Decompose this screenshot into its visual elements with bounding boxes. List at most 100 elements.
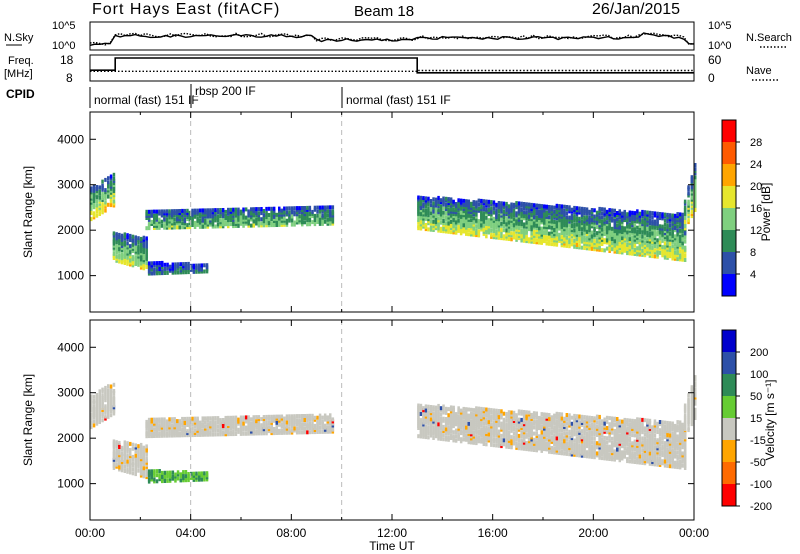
echo-cell	[530, 211, 533, 216]
echo-cell	[139, 247, 143, 252]
echo-cell	[610, 457, 614, 462]
echo-cell	[656, 222, 659, 226]
echo-cell	[150, 477, 153, 482]
echo-cell	[329, 205, 332, 210]
echo-cell	[678, 216, 682, 221]
echo-cell	[204, 212, 207, 217]
echo-cell	[244, 419, 248, 424]
echo-cell	[512, 219, 516, 224]
echo-cell	[641, 212, 644, 216]
echo-cell	[90, 421, 93, 425]
echo-cell	[150, 471, 153, 476]
echo-cell	[95, 195, 99, 200]
echo-cell	[502, 430, 506, 435]
echo-cell	[166, 262, 169, 267]
echo-cell	[224, 420, 227, 424]
echo-cell	[237, 427, 240, 432]
echo-cell	[444, 215, 448, 220]
echo-cell	[575, 436, 579, 441]
echo-cell	[449, 423, 453, 428]
echo-cell	[605, 419, 609, 424]
echo-cell	[439, 412, 443, 417]
echo-cell	[553, 425, 556, 430]
echo-cell	[115, 258, 118, 263]
echo-cell	[663, 222, 667, 227]
echo-cell	[444, 410, 448, 415]
echo-cell	[434, 426, 438, 431]
echo-cell	[570, 226, 574, 231]
echo-cell	[477, 435, 481, 440]
echo-cell	[137, 444, 140, 449]
echo-cell	[646, 239, 649, 244]
echo-cell	[158, 431, 161, 436]
echo-cell	[653, 221, 657, 226]
echo-cell	[444, 423, 448, 428]
echo-cell	[678, 228, 682, 233]
echo-cell	[209, 426, 212, 431]
echo-cell	[683, 229, 687, 234]
beam-label: Beam 18	[354, 3, 414, 20]
echo-cell	[183, 208, 187, 213]
echo-cell	[563, 208, 566, 213]
echo-cell	[109, 409, 113, 414]
echo-cell	[186, 223, 189, 228]
echo-cell	[507, 222, 511, 227]
echo-cell	[95, 187, 99, 192]
echo-cell	[442, 225, 445, 230]
echo-cell	[176, 472, 180, 477]
echo-cell	[595, 420, 599, 425]
echo-cell	[224, 424, 227, 429]
echo-cell	[482, 431, 486, 436]
echo-cell	[683, 216, 687, 220]
echo-cell	[234, 217, 238, 222]
echo-cell	[107, 392, 110, 397]
echo-cell	[308, 207, 312, 212]
echo-cell	[262, 429, 266, 434]
echo-cell	[321, 419, 324, 424]
echo-cell	[134, 453, 137, 458]
echo-cell	[439, 432, 443, 437]
echo-cell	[107, 388, 110, 393]
echo-cell	[257, 219, 261, 224]
echo-cell	[583, 215, 586, 220]
echo-cell	[580, 223, 584, 228]
echo-cell	[174, 476, 177, 481]
echo-cell	[520, 238, 523, 243]
echo-cell	[613, 435, 616, 440]
echo-cell	[520, 432, 523, 437]
echo-cell	[610, 226, 614, 231]
echo-cell	[550, 435, 554, 440]
echo-cell	[168, 472, 172, 477]
echo-cell	[139, 239, 143, 243]
echo-cell	[104, 190, 107, 195]
echo-cell	[472, 430, 475, 435]
echo-cell	[318, 209, 322, 214]
echo-cell	[522, 434, 526, 439]
echo-cell	[492, 408, 496, 413]
echo-cell	[573, 420, 576, 425]
echo-cell	[641, 209, 644, 214]
echo-cell	[583, 425, 586, 430]
echo-cell	[510, 412, 513, 417]
echo-cell	[522, 424, 526, 429]
echo-cell	[573, 230, 576, 235]
echo-cell	[522, 428, 526, 433]
echo-cell	[656, 217, 659, 222]
echo-cell	[482, 199, 486, 204]
echo-cell	[176, 476, 180, 481]
echo-cell	[616, 235, 619, 240]
echo-cell	[605, 230, 609, 235]
echo-cell	[419, 424, 423, 429]
echo-cell	[527, 237, 531, 242]
echo-cell	[583, 209, 586, 214]
echo-cell	[280, 212, 284, 217]
echo-cell	[492, 220, 496, 225]
echo-cell	[636, 250, 639, 255]
echo-cell	[429, 429, 433, 434]
echo-cell	[198, 424, 202, 429]
echo-cell	[588, 426, 591, 430]
echo-cell	[475, 210, 478, 215]
echo-cell	[616, 231, 619, 236]
echo-cell	[588, 246, 591, 251]
echo-cell	[598, 211, 601, 215]
